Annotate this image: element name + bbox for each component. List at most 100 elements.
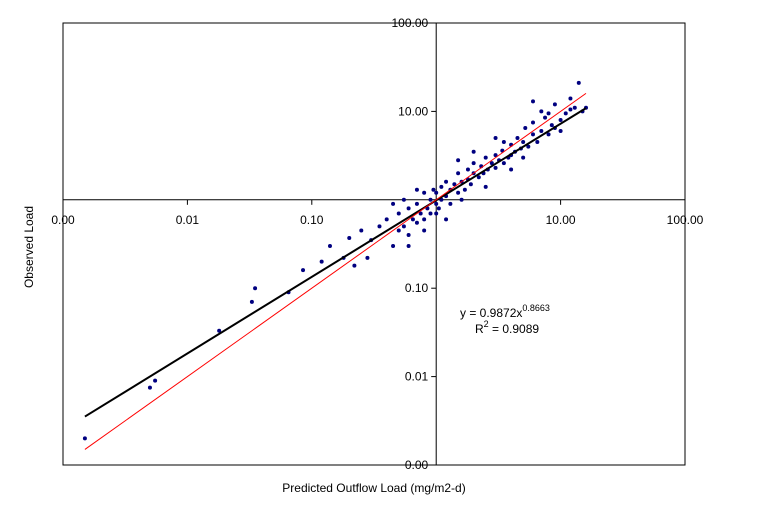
- r2-value: = 0.9089: [489, 322, 540, 336]
- point: [531, 99, 536, 104]
- point: [558, 117, 563, 122]
- point: [253, 286, 258, 291]
- point: [526, 144, 531, 149]
- point: [515, 136, 520, 141]
- point: [476, 175, 481, 180]
- trend-line: [84, 92, 587, 450]
- x-tick-label: 10.00: [546, 213, 576, 227]
- y-tick-label: 10.00: [398, 104, 428, 118]
- point: [539, 109, 544, 114]
- point: [434, 190, 439, 195]
- point: [531, 132, 536, 137]
- x-tick-label: 0.01: [176, 213, 200, 227]
- point: [418, 211, 423, 216]
- point: [414, 220, 419, 225]
- y-axis-label: Observed Load: [22, 206, 36, 288]
- point: [428, 211, 433, 216]
- r-squared: R2 = 0.9089: [475, 319, 539, 336]
- point: [568, 96, 573, 101]
- point: [401, 224, 406, 229]
- point: [436, 206, 441, 211]
- point: [431, 187, 436, 192]
- point: [465, 167, 470, 172]
- point: [552, 102, 557, 107]
- point: [406, 206, 411, 211]
- point: [521, 140, 526, 145]
- equation: y = 0.9872x0.8663: [460, 303, 550, 320]
- point: [568, 107, 573, 112]
- point: [539, 129, 544, 134]
- point: [422, 190, 427, 195]
- point: [365, 255, 370, 260]
- point: [493, 153, 498, 158]
- point: [471, 149, 476, 154]
- y-tick-label: 0.00: [405, 458, 429, 472]
- r2-exponent: 2: [484, 319, 489, 329]
- point: [391, 201, 396, 206]
- point: [347, 235, 352, 240]
- point: [439, 184, 444, 189]
- point: [217, 328, 222, 333]
- equation-exponent: 0.8663: [522, 303, 550, 313]
- point: [410, 217, 415, 222]
- point: [576, 80, 581, 85]
- point: [558, 129, 563, 134]
- point: [563, 111, 568, 116]
- point: [428, 197, 433, 202]
- point: [456, 158, 461, 163]
- x-tick-label: 100.00: [667, 213, 704, 227]
- point: [493, 136, 498, 141]
- point: [549, 123, 554, 128]
- point: [434, 201, 439, 206]
- point: [462, 187, 467, 192]
- point: [82, 436, 87, 441]
- y-tick-label: 100.00: [391, 16, 428, 30]
- point: [406, 232, 411, 237]
- point: [422, 217, 427, 222]
- point: [493, 165, 498, 170]
- point: [327, 244, 332, 249]
- point: [153, 378, 158, 383]
- point: [444, 179, 449, 184]
- point: [456, 190, 461, 195]
- point: [523, 125, 528, 130]
- point: [483, 155, 488, 160]
- x-axis-label: Predicted Outflow Load (mg/m2-d): [282, 481, 465, 495]
- y-tick-label: 0.10: [405, 281, 429, 295]
- point: [489, 161, 494, 166]
- point: [249, 299, 254, 304]
- plot-frame: [62, 22, 686, 466]
- point: [396, 228, 401, 233]
- point: [501, 140, 506, 145]
- point: [384, 217, 389, 222]
- point: [147, 385, 152, 390]
- point: [531, 120, 536, 125]
- point: [535, 140, 540, 145]
- point: [406, 244, 411, 249]
- point: [396, 211, 401, 216]
- point: [459, 197, 464, 202]
- point: [448, 201, 453, 206]
- point: [422, 228, 427, 233]
- point: [546, 111, 551, 116]
- point: [414, 201, 419, 206]
- point: [501, 161, 506, 166]
- point: [319, 259, 324, 264]
- point: [483, 184, 488, 189]
- point: [543, 115, 548, 120]
- point: [521, 155, 526, 160]
- point: [377, 224, 382, 229]
- point: [471, 161, 476, 166]
- r2-text: R: [475, 322, 484, 336]
- point: [572, 105, 577, 110]
- point: [414, 187, 419, 192]
- x-tick-label: 0.10: [300, 213, 324, 227]
- point: [401, 197, 406, 202]
- point: [434, 211, 439, 216]
- equation-text: y = 0.9872x: [460, 306, 522, 320]
- point: [352, 263, 357, 268]
- point: [456, 171, 461, 176]
- point: [391, 244, 396, 249]
